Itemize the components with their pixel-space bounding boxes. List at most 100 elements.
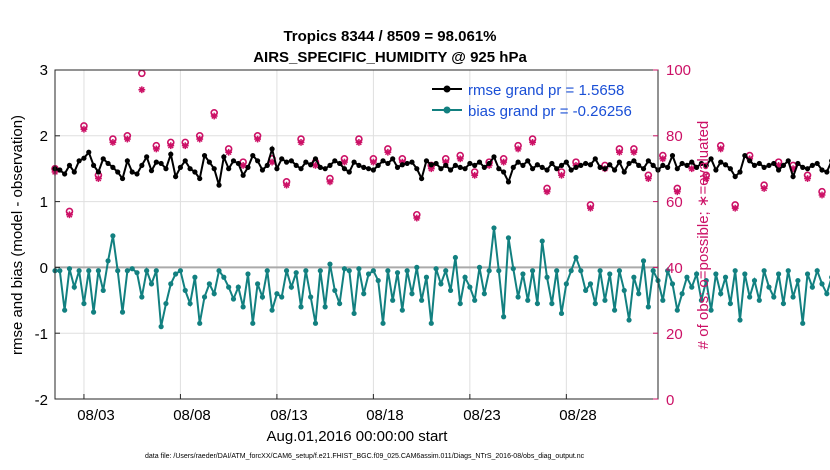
bias-point	[86, 268, 92, 274]
asterisk-stroke	[674, 188, 681, 195]
bias-point	[708, 307, 714, 313]
bias-point	[665, 268, 671, 274]
rmse-point	[631, 158, 637, 164]
bias-point	[534, 300, 541, 307]
rmse-point	[187, 166, 193, 172]
bias-point	[192, 274, 198, 280]
rmse-point	[404, 160, 410, 167]
bias-point	[129, 266, 135, 272]
bias-point	[804, 271, 811, 277]
rmse-point	[496, 166, 502, 172]
bias-point	[669, 281, 676, 287]
evaluated-obs-marker	[196, 135, 204, 143]
bias-point	[558, 310, 565, 317]
asterisk-stroke	[355, 139, 362, 146]
rmse-point	[134, 171, 140, 177]
asterisk-stroke	[819, 192, 825, 198]
bias-point	[211, 291, 217, 297]
rmse-point	[607, 162, 613, 168]
rmse-point	[776, 167, 782, 173]
rmse-point	[370, 167, 376, 173]
asterisk-stroke	[500, 159, 507, 166]
rmse-point	[785, 158, 791, 164]
bias-point	[327, 261, 333, 267]
bias-point	[100, 287, 106, 294]
xtick-label: 08/28	[559, 407, 597, 424]
rmse-point	[365, 166, 372, 172]
rmse-point	[206, 159, 212, 165]
asterisk-stroke	[182, 142, 189, 149]
bias-point	[491, 225, 497, 231]
asterisk-stroke	[688, 165, 695, 172]
asterisk-stroke	[283, 182, 290, 189]
bias-point	[95, 268, 102, 274]
rmse-point	[660, 162, 666, 169]
rmse-point	[790, 173, 796, 180]
rmse-point	[385, 160, 391, 167]
bias-point	[529, 268, 536, 274]
rmse-point	[558, 162, 565, 169]
bias-point	[689, 284, 695, 290]
rmse-point	[250, 152, 256, 159]
bias-point	[776, 271, 782, 277]
bias-point	[240, 304, 246, 310]
bias-point	[433, 266, 439, 272]
rmse-point	[809, 162, 815, 169]
bias-point	[274, 291, 280, 297]
bias-point	[259, 294, 266, 300]
bias-point	[385, 268, 391, 274]
asterisk-stroke	[384, 149, 391, 156]
rmse-point	[124, 158, 130, 164]
bias-point	[230, 296, 237, 302]
rmse-point	[163, 166, 169, 172]
rmse-point	[235, 160, 241, 167]
bias-point	[467, 284, 473, 290]
legend: rmse grand pr = 1.5658 bias grand pr = -…	[432, 82, 632, 120]
rmse-point	[520, 162, 526, 169]
asterisk-stroke	[254, 136, 261, 143]
asterisk-stroke	[167, 142, 174, 149]
obs-count-layer	[51, 69, 826, 222]
bias-point	[158, 324, 164, 330]
evaluated-obs-marker	[152, 145, 160, 153]
bias-point	[298, 304, 304, 310]
bias-point	[505, 235, 512, 241]
asterisk-stroke	[269, 159, 276, 166]
evaluated-obs-marker	[66, 211, 73, 219]
chart-subtitle: AIRS_SPECIFIC_HUMIDITY @ 925 hPa	[253, 49, 527, 66]
rmse-point	[510, 164, 516, 170]
bias-point	[283, 268, 290, 274]
rmse-point	[679, 160, 685, 167]
tick-marks	[55, 69, 658, 400]
rmse-point	[327, 162, 333, 169]
rmse-point	[476, 159, 483, 165]
bias-point	[819, 281, 825, 287]
rmse-point	[578, 162, 584, 169]
bias-point	[269, 307, 275, 313]
rmse-point	[534, 162, 541, 168]
bias-point	[361, 291, 367, 297]
bias-point	[221, 274, 227, 280]
asterisk-stroke	[341, 159, 348, 166]
evaluated-obs-marker	[341, 158, 348, 166]
asterisk-stroke	[616, 149, 623, 156]
bias-point	[631, 274, 637, 280]
rmse-point	[81, 155, 87, 161]
rmse-point	[438, 166, 444, 172]
bias-point	[824, 291, 830, 297]
bias-point	[549, 300, 555, 307]
bias-point	[57, 268, 63, 274]
asterisk-stroke	[804, 175, 811, 182]
bias-point	[616, 268, 623, 274]
rmse-point	[337, 160, 343, 167]
bias-point	[390, 297, 396, 303]
rmse-point	[341, 166, 348, 172]
bias-point	[105, 258, 111, 264]
evaluated-obs-marker	[239, 162, 247, 169]
xtick-label: 08/03	[77, 407, 115, 424]
asterisk-stroke	[659, 155, 666, 162]
bias-point	[414, 264, 420, 270]
rmse-point	[428, 162, 434, 168]
evaluated-obs-marker	[804, 175, 811, 182]
rmse-point	[269, 146, 275, 152]
